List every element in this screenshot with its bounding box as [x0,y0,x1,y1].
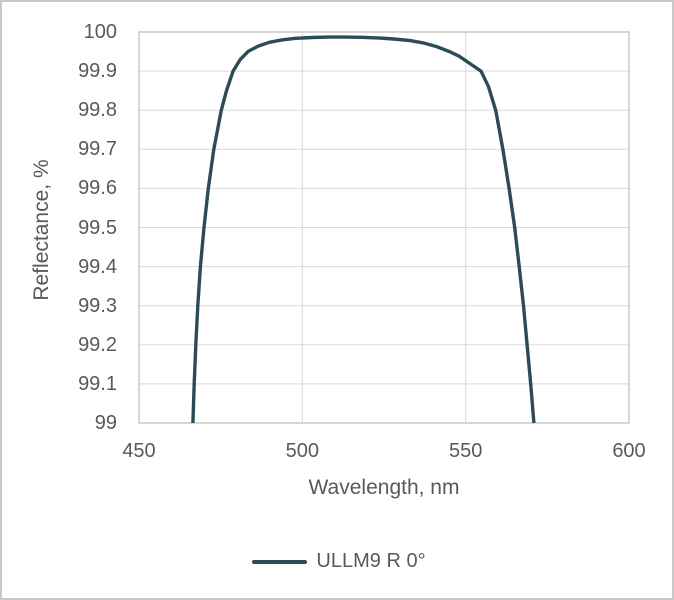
y-tick-label: 99.3 [78,294,117,317]
y-tick-label: 99.4 [78,255,117,278]
x-axis-title: Wavelength, nm [308,476,460,499]
y-tick-label: 99.5 [78,216,117,239]
y-tick-label: 99.7 [78,138,117,161]
x-tick-label: 450 [122,440,156,462]
y-tick-label: 99.9 [78,60,117,83]
x-tick-label: 500 [285,440,320,462]
legend: ULLM9 R 0° [2,550,672,573]
legend-series-label: ULLM9 R 0° [316,550,426,572]
x-tick-label: 550 [448,440,483,462]
y-tick-label: 100 [83,21,117,43]
y-tick-label: 99.1 [78,372,117,395]
y-tick-label: 99.8 [78,99,117,122]
x-tick-label: 600 [612,440,646,462]
legend-line-sample [252,559,308,564]
y-tick-label: 99.2 [78,333,117,356]
y-tick-label: 99.6 [78,177,117,200]
y-tick-label: 99 [94,412,117,434]
